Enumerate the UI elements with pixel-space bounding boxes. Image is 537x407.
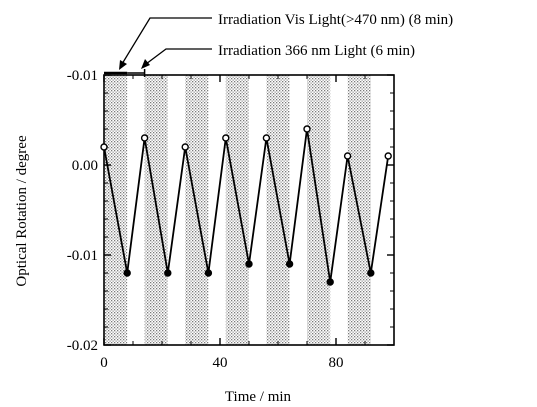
data-point-9 <box>285 260 294 268</box>
y-axis-title: Optical Rotation / degree <box>14 135 30 287</box>
data-point-3 <box>164 269 172 277</box>
irradiation-shading <box>104 75 371 345</box>
data-point-2 <box>140 134 149 142</box>
y-tick-label-1: 0.00 <box>72 158 98 174</box>
uv-pointer-line <box>145 48 212 65</box>
y-tick-label-2: -0.01 <box>67 248 98 264</box>
data-point-14 <box>384 152 392 160</box>
data-point-10 <box>303 125 311 133</box>
annotation-vis-light: Irradiation Vis Light(>470 nm) (8 min) <box>218 12 453 28</box>
data-point-5 <box>204 269 213 277</box>
data-point-11 <box>326 278 334 286</box>
vis-pointer-line <box>121 17 212 65</box>
shaded-interval-3 <box>225 75 249 345</box>
data-point-7 <box>245 260 253 268</box>
y-tick-label-0: -0.01 <box>67 68 98 84</box>
uv-pointer-arrowhead <box>141 59 150 69</box>
data-points <box>100 125 392 286</box>
data-point-0 <box>100 143 108 151</box>
shaded-interval-4 <box>266 75 290 345</box>
axes <box>103 74 395 346</box>
tick-labels: -0.01 0.00 -0.01 -0.020 40 80 <box>67 68 344 371</box>
data-point-6 <box>222 134 230 142</box>
data-point-12 <box>343 152 352 160</box>
data-point-13 <box>367 269 375 277</box>
data-point-1 <box>123 269 131 277</box>
y-tick-label-3: -0.02 <box>67 338 98 354</box>
x-tick-label-0: 0 <box>100 355 108 371</box>
irradiation-annotations: Irradiation Vis Light(>470 nm) (8 min) I… <box>104 12 453 77</box>
x-tick-label-2: 80 <box>329 355 344 371</box>
annotation-366nm-light: Irradiation 366 nm Light (6 min) <box>218 43 415 59</box>
x-axis-title: Time / min <box>225 389 292 405</box>
x-tick-label-1: 40 <box>213 355 228 371</box>
vis-pointer-arrowhead <box>119 60 127 70</box>
data-point-4 <box>181 143 189 151</box>
data-point-8 <box>262 134 271 142</box>
